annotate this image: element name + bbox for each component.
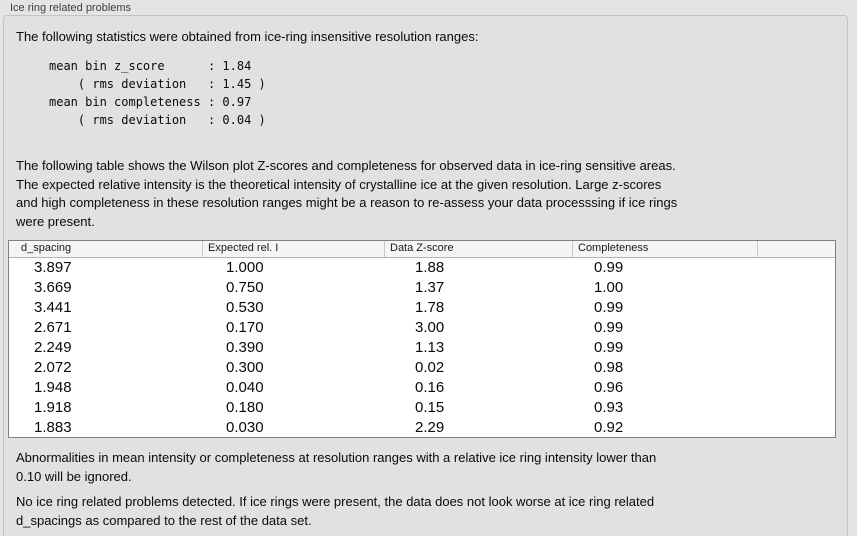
panel-title: Ice ring related problems [10,2,132,14]
table-cell: 1.00 [594,279,624,296]
table-cell: 1.13 [415,339,445,356]
table-row[interactable]: 2.671 0.170 3.00 0.99 [9,318,835,338]
table-row[interactable]: 3.669 0.750 1.37 1.00 [9,278,835,298]
table-cell: 0.390 [226,339,264,356]
table-cell: 0.93 [594,399,624,416]
table-row[interactable]: 2.072 0.300 0.02 0.98 [9,358,835,378]
table-row[interactable]: 3.441 0.530 1.78 0.99 [9,298,835,318]
table-cell: 0.170 [226,319,264,336]
table-cell: 1.78 [415,299,445,316]
table-cell: 0.99 [594,299,624,316]
table-cell: 2.249 [34,339,72,356]
table-row[interactable]: 1.948 0.040 0.16 0.96 [9,378,835,398]
table-cell: 0.040 [226,379,264,396]
column-header-completeness[interactable]: Completeness [573,241,758,257]
table-header: d_spacing Expected rel. I Data Z-score Comp… [9,241,835,258]
table-description: The following table shows the Wilson plo… [16,158,678,229]
statistics-block: mean bin z_score : 1.84 ( rms deviation … [49,59,266,127]
table-cell: 1.37 [415,279,445,296]
table-cell: 3.897 [34,259,72,276]
table-cell: 0.02 [415,359,445,376]
table-cell: 0.300 [226,359,264,376]
ignore-note: Abnormalities in mean intensity or compl… [16,450,657,484]
table-cell: 3.00 [415,319,445,336]
table-cell: 0.99 [594,319,624,336]
column-header-d-spacing[interactable]: d_spacing [9,241,203,257]
conclusion-text: No ice ring related problems detected. I… [16,494,655,528]
table-cell: 0.530 [226,299,264,316]
table-cell: 2.072 [34,359,72,376]
table-cell: 0.030 [226,419,264,436]
table-cell: 1.000 [226,259,264,276]
table-cell: 0.750 [226,279,264,296]
table-cell: 2.671 [34,319,72,336]
column-header-data-z-score[interactable]: Data Z-score [385,241,573,257]
table-cell: 0.180 [226,399,264,416]
table-cell: 1.948 [34,379,72,396]
table-cell: 0.16 [415,379,445,396]
table-cell: 2.29 [415,419,445,436]
table-body: 3.897 1.000 1.88 0.99 3.669 0.750 1.37 1.00 3.44… [9,258,835,437]
table-row[interactable]: 3.897 1.000 1.88 0.99 [9,258,835,278]
intro-text: The following statistics were obtained f… [16,29,479,44]
table-row[interactable]: 2.249 0.390 1.13 0.99 [9,338,835,358]
table-cell: 1.918 [34,399,72,416]
table-cell: 1.88 [415,259,445,276]
table-cell: 3.441 [34,299,72,316]
table-cell: 0.15 [415,399,445,416]
table-cell: 1.883 [34,419,72,436]
table-cell: 0.98 [594,359,624,376]
table-cell: 0.92 [594,419,624,436]
column-header-expected-rel-i[interactable]: Expected rel. I [203,241,385,257]
table-row[interactable]: 1.918 0.180 0.15 0.93 [9,398,835,418]
table-cell: 3.669 [34,279,72,296]
table-cell: 0.96 [594,379,624,396]
table-row[interactable]: 1.883 0.030 2.29 0.92 [9,418,835,437]
ice-ring-table: d_spacing Expected rel. I Data Z-score Comp… [8,240,836,438]
table-cell: 0.99 [594,339,624,356]
table-cell: 0.99 [594,259,624,276]
